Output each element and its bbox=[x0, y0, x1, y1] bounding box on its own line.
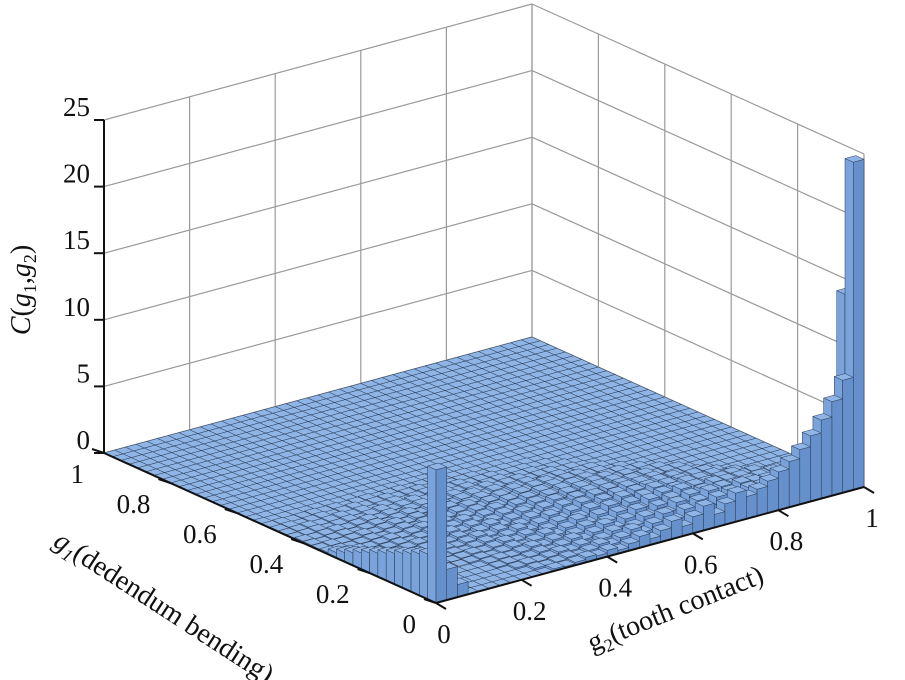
g1-tick-label: 0.4 bbox=[249, 549, 283, 579]
g1-tick-label: 0 bbox=[403, 609, 417, 639]
grid-line bbox=[532, 137, 864, 287]
g2-tick-label: 0.2 bbox=[513, 596, 547, 626]
g2-tick-mark bbox=[436, 603, 446, 609]
z-tick-label: 25 bbox=[63, 92, 90, 122]
g2-tick-label: 0.4 bbox=[598, 573, 632, 603]
bar bbox=[428, 463, 447, 603]
g2-tick-mark bbox=[864, 487, 874, 493]
z-tick-label: 5 bbox=[77, 358, 91, 388]
g2-tick-label: 0.6 bbox=[684, 549, 718, 579]
z-tick-label: 20 bbox=[63, 159, 90, 189]
grid-line bbox=[532, 204, 864, 354]
grid-line bbox=[532, 71, 864, 221]
grid-line bbox=[532, 4, 864, 154]
g2-tick-mark bbox=[522, 580, 532, 586]
g2-tick-label: 0 bbox=[437, 619, 451, 649]
g1-axis-label: g1(dedendum bending) bbox=[47, 525, 280, 680]
g2-tick-label: 1 bbox=[865, 503, 879, 533]
grid-line bbox=[104, 71, 532, 187]
g1-tick-label: 0.2 bbox=[316, 579, 350, 609]
g1-tick-label: 0.6 bbox=[183, 519, 217, 549]
z-tick-label: 0 bbox=[77, 425, 91, 455]
g1-tick-label: 1 bbox=[71, 459, 85, 489]
z-tick-label: 10 bbox=[63, 292, 90, 322]
z-tick-label: 15 bbox=[63, 225, 90, 255]
g2-tick-mark bbox=[607, 557, 617, 563]
g2-tick-mark bbox=[693, 533, 703, 539]
z-axis-ticks: 0 5 10 15 20 25 bbox=[63, 92, 104, 455]
chart: 0 5 10 15 20 25 0 0.2 0.4 0.6 0.8 1 0 0.2 0.4 0.6 0.8 1… bbox=[0, 0, 905, 680]
z-axis-label: C(g1,g2) bbox=[6, 245, 40, 335]
g2-tick-mark bbox=[778, 510, 788, 516]
g2-tick-label: 0.8 bbox=[770, 526, 804, 556]
grid-line bbox=[104, 4, 532, 120]
grid-line bbox=[104, 137, 532, 253]
grid-line bbox=[104, 204, 532, 320]
g1-tick-label: 0.8 bbox=[117, 489, 151, 519]
